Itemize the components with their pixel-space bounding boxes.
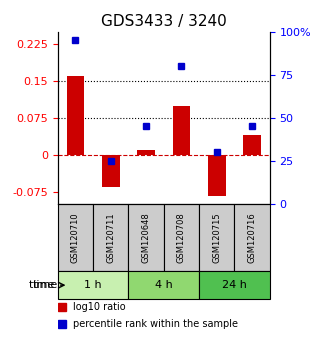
Text: 4 h: 4 h (155, 280, 173, 290)
FancyBboxPatch shape (199, 204, 234, 272)
Text: 24 h: 24 h (222, 280, 247, 290)
Text: GSM120710: GSM120710 (71, 212, 80, 263)
Text: time: time (32, 280, 58, 290)
FancyBboxPatch shape (164, 204, 199, 272)
FancyBboxPatch shape (234, 204, 270, 272)
FancyBboxPatch shape (128, 272, 199, 299)
Text: percentile rank within the sample: percentile rank within the sample (73, 319, 238, 329)
FancyBboxPatch shape (58, 272, 128, 299)
Bar (102, 155, 119, 187)
Bar (67, 76, 84, 155)
Text: 1 h: 1 h (84, 280, 102, 290)
Bar (243, 135, 261, 155)
Text: GSM120715: GSM120715 (212, 212, 221, 263)
FancyBboxPatch shape (93, 204, 128, 272)
FancyBboxPatch shape (58, 204, 93, 272)
Text: GSM120711: GSM120711 (106, 212, 115, 263)
Bar (137, 150, 155, 155)
Text: GSM120648: GSM120648 (142, 212, 151, 263)
Title: GDS3433 / 3240: GDS3433 / 3240 (101, 14, 227, 29)
Text: log10 ratio: log10 ratio (73, 302, 125, 313)
Text: GSM120716: GSM120716 (247, 212, 256, 263)
FancyBboxPatch shape (199, 272, 270, 299)
FancyBboxPatch shape (128, 204, 164, 272)
Bar (208, 155, 225, 196)
Text: time: time (29, 280, 58, 290)
Text: GSM120708: GSM120708 (177, 212, 186, 263)
Bar (172, 105, 190, 155)
